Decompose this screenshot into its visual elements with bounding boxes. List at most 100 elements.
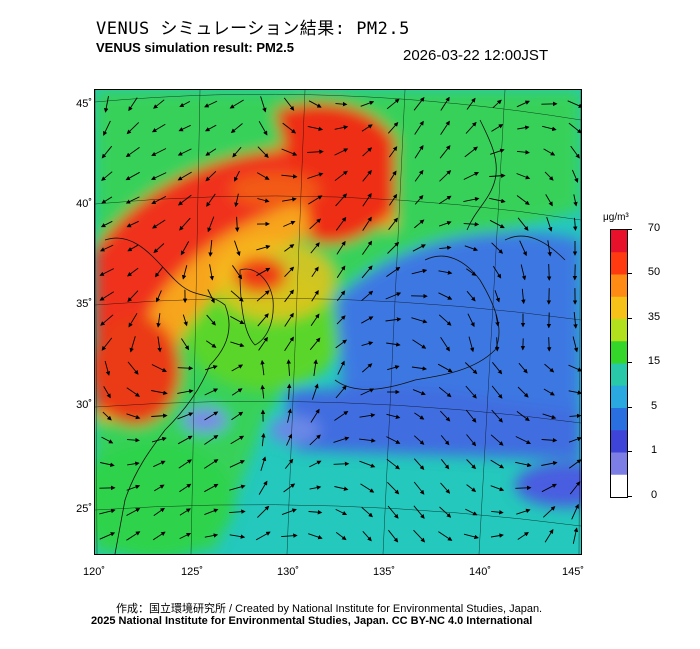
wind-arrow <box>543 148 556 156</box>
colorbar-label-70: 70 <box>647 222 661 234</box>
wind-arrow <box>257 313 269 327</box>
wind-arrow <box>205 170 217 182</box>
wind-arrow <box>542 506 556 518</box>
wind-arrow <box>439 506 452 518</box>
wind-arrow <box>307 172 324 179</box>
wind-arrow <box>545 194 553 207</box>
wind-arrow <box>127 461 140 466</box>
wind-arrow <box>204 100 218 108</box>
wind-arrow <box>362 363 373 373</box>
wind-arrow <box>336 315 346 325</box>
wind-arrow <box>413 505 425 519</box>
wind-arrow <box>389 193 398 206</box>
wind-arrow <box>335 193 348 207</box>
wind-arrow <box>387 241 400 254</box>
wind-arrow <box>413 529 426 543</box>
wind-arrow <box>568 459 581 469</box>
wind-arrow <box>101 337 113 351</box>
wind-arrow <box>283 483 296 493</box>
wind-arrow <box>568 436 581 443</box>
wind-arrow <box>177 194 192 206</box>
wind-arrow <box>413 96 425 111</box>
wind-arrow <box>387 505 399 519</box>
wind-arrow <box>518 362 528 374</box>
wind-arrow <box>438 531 453 541</box>
wind-arrow <box>336 240 346 255</box>
wind-arrow <box>360 100 375 107</box>
wind-arrow <box>307 149 324 155</box>
wind-arrow <box>388 529 399 543</box>
wind-arrow <box>439 145 451 159</box>
wind-arrow <box>206 340 217 348</box>
wind-arrow <box>571 169 579 183</box>
wind-arrow <box>361 341 374 347</box>
colorbar-label-0: 0 <box>650 489 658 501</box>
wind-arrow <box>440 459 450 470</box>
lon-label-120: 120˚ <box>82 566 106 578</box>
wind-arrow <box>229 484 246 491</box>
colorbar-segment <box>611 474 627 497</box>
wind-arrow <box>413 435 425 445</box>
wind-arrow <box>571 503 579 520</box>
wind-arrow <box>284 266 295 278</box>
wind-arrow <box>466 97 476 110</box>
wind-arrow <box>231 364 244 372</box>
wind-arrow <box>284 458 294 469</box>
wind-arrow <box>231 411 244 421</box>
wind-arrow <box>126 484 141 491</box>
colorbar-label-35: 35 <box>647 311 661 323</box>
wind-arrow <box>386 266 401 277</box>
wind-arrow <box>334 486 349 491</box>
wind-arrow <box>547 240 552 257</box>
wind-arrow <box>179 483 192 493</box>
wind-arrow <box>282 197 297 202</box>
wind-arrow <box>335 339 348 349</box>
wind-arrow <box>178 459 192 469</box>
wind-arrow <box>336 290 346 302</box>
wind-arrow <box>411 366 427 371</box>
wind-arrow <box>387 365 400 371</box>
wind-arrow <box>209 264 214 281</box>
wind-arrow <box>490 533 504 538</box>
wind-arrow <box>177 389 194 394</box>
wind-arrow <box>180 241 190 256</box>
wind-arrow <box>568 390 581 395</box>
wind-arrow <box>181 265 188 280</box>
wind-arrow <box>359 438 376 443</box>
wind-arrow <box>438 195 452 205</box>
wind-arrow <box>179 217 191 231</box>
wind-arrow <box>414 120 424 135</box>
wind-arrow <box>127 244 139 252</box>
wind-arrow <box>361 265 373 279</box>
wind-arrow <box>260 96 267 113</box>
colorbar-unit: μg/m³ <box>603 212 629 223</box>
wind-arrow <box>490 434 504 446</box>
wind-arrow <box>101 145 113 159</box>
colorbar-segment <box>611 430 627 453</box>
wind-arrow <box>520 264 527 281</box>
wind-arrow <box>541 483 557 493</box>
colorbar-segment <box>611 296 627 320</box>
wind-arrow <box>361 506 373 518</box>
wind-arrow <box>179 532 192 540</box>
wind-arrow <box>205 148 217 156</box>
colorbar-label-15: 15 <box>647 355 661 367</box>
wind-arrow <box>234 170 240 182</box>
wind-arrow <box>177 412 194 420</box>
wind-arrow <box>286 433 293 446</box>
wind-arrow <box>334 410 349 421</box>
wind-arrow <box>465 121 477 134</box>
wind-arrow <box>464 362 478 375</box>
wind-arrow <box>359 413 376 418</box>
wind-arrow <box>204 483 219 493</box>
wind-arrow <box>517 531 529 540</box>
wind-arrow <box>414 169 424 182</box>
wind-arrow <box>204 388 219 396</box>
wind-arrow <box>439 410 451 422</box>
wind-arrow <box>311 290 319 302</box>
wind-arrow <box>541 460 558 466</box>
wind-arrow <box>151 413 168 418</box>
wind-arrow <box>466 484 477 492</box>
wind-arrow <box>309 460 322 468</box>
wind-arrow <box>491 242 504 254</box>
